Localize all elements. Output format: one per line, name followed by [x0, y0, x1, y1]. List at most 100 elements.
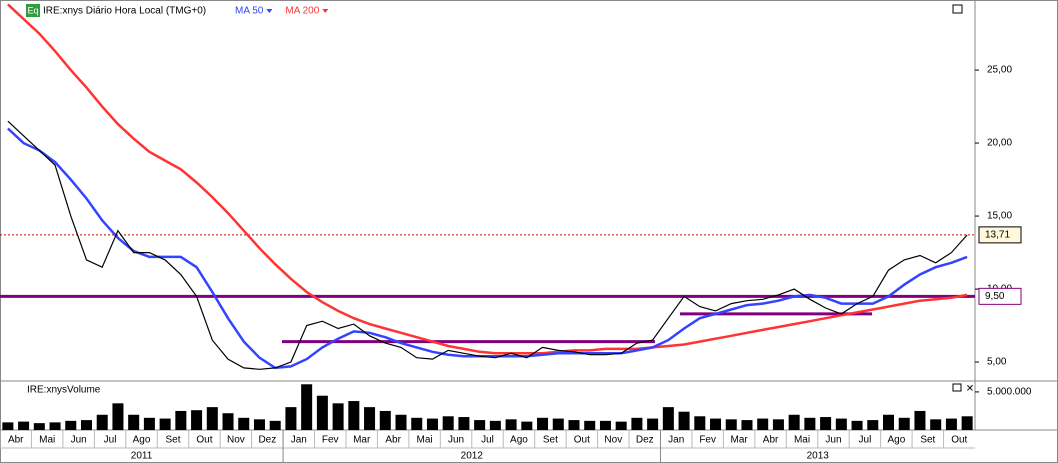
volume-bar: [930, 419, 942, 430]
last-price-label: 13,71: [985, 230, 1010, 241]
x-tick-label: Jun: [71, 435, 87, 446]
volume-bar: [647, 418, 659, 430]
x-tick-label: Mai: [794, 435, 810, 446]
volume-bar: [222, 413, 234, 430]
volume-bar: [788, 414, 800, 430]
volume-bar: [568, 420, 580, 430]
volume-bar: [112, 403, 124, 430]
volume-bar: [206, 407, 218, 430]
volume-bar: [914, 410, 926, 430]
level-label: 9,50: [985, 291, 1005, 302]
x-tick-label: Set: [165, 435, 180, 446]
volume-bar: [505, 419, 517, 430]
volume-bar: [662, 407, 674, 430]
volume-bar: [694, 416, 706, 430]
badge-box: [26, 4, 40, 17]
volume-bar: [521, 421, 533, 430]
volume-bar: [96, 414, 108, 430]
volume-bar: [411, 417, 423, 430]
volume-bar: [238, 417, 250, 430]
level-label-box: [978, 287, 1022, 305]
x-tick-label: Jul: [859, 435, 872, 446]
volume-bar: [898, 417, 910, 430]
legend-arrow: [322, 9, 329, 13]
volume-bar: [835, 418, 847, 430]
badge: Eq: [27, 5, 38, 15]
volume-bar: [552, 418, 564, 430]
volume-bar: [301, 384, 313, 430]
maximize-button[interactable]: [952, 4, 963, 14]
year-label: 2011: [131, 451, 153, 462]
volume-bar: [33, 423, 45, 430]
volume-bar: [426, 418, 438, 430]
series-line: [7, 120, 968, 370]
series-line: [7, 127, 968, 370]
volume-bar: [804, 417, 816, 430]
volume-bar: [678, 411, 690, 430]
volume-bar: [442, 416, 454, 430]
volume-bar: [820, 417, 832, 430]
volume-bar: [741, 420, 753, 430]
x-tick-label: Jan: [668, 435, 684, 446]
x-tick-label: Ago: [510, 435, 528, 446]
x-tick-label: Abr: [385, 435, 401, 446]
x-tick-label: Nov: [604, 435, 622, 446]
volume-bar: [772, 419, 784, 430]
close-button[interactable]: ✕: [966, 384, 974, 395]
year-label: 2013: [807, 451, 830, 462]
volume-bar: [851, 420, 863, 430]
volume-bar: [599, 420, 611, 430]
x-tick-label: Jul: [104, 435, 117, 446]
volume-bar: [65, 420, 77, 430]
volume-bar: [615, 421, 627, 430]
volume-bar: [49, 422, 61, 430]
volume-bar: [128, 414, 140, 430]
x-tick-label: Jun: [448, 435, 464, 446]
volume-bar: [537, 417, 549, 430]
volume-bar: [348, 401, 360, 430]
volume-bar: [710, 418, 722, 430]
legend-entry[interactable]: MA 50: [235, 6, 264, 17]
volume-bar: [584, 420, 596, 430]
volume-bar: [191, 410, 203, 430]
volume-bar: [489, 420, 501, 430]
x-tick-label: Mai: [39, 435, 55, 446]
last-price-box: [978, 226, 1022, 244]
y-tick-label: 25,00: [987, 65, 1012, 76]
x-tick-label: Out: [196, 435, 212, 446]
legend-entry[interactable]: MA 200: [285, 6, 319, 17]
x-tick-label: Nov: [227, 435, 245, 446]
x-tick-label: Out: [574, 435, 590, 446]
volume-bar: [395, 414, 407, 430]
series-line: [7, 3, 968, 355]
x-tick-label: Jan: [291, 435, 307, 446]
volume-bar: [285, 407, 297, 430]
x-tick-label: Dez: [258, 435, 276, 446]
y-tick-label: 5,00: [987, 357, 1007, 368]
volume-bar: [332, 403, 344, 430]
legend-arrow: [266, 9, 273, 13]
x-tick-label: Mar: [730, 435, 748, 446]
x-tick-label: Out: [951, 435, 967, 446]
x-tick-label: Set: [920, 435, 935, 446]
x-tick-label: Fev: [699, 435, 716, 446]
x-tick-label: Mai: [417, 435, 433, 446]
volume-bar: [80, 420, 92, 430]
volume-bar: [631, 417, 643, 430]
maximize-button[interactable]: [952, 383, 962, 392]
volume-bar: [867, 420, 879, 430]
volume-bar: [757, 418, 769, 430]
x-tick-label: Ago: [887, 435, 905, 446]
x-tick-label: Abr: [763, 435, 779, 446]
chart-title[interactable]: IRE:xnys Diário Hora Local (TMG+0): [43, 6, 206, 17]
volume-bar: [143, 417, 155, 430]
volume-bar: [725, 419, 737, 430]
volume-title: IRE:xnysVolume: [27, 385, 101, 396]
y-tick-label: 5.000.000: [987, 387, 1032, 398]
x-tick-label: Set: [543, 435, 558, 446]
x-tick-label: Ago: [133, 435, 151, 446]
y-tick-label: 20,00: [987, 138, 1012, 149]
volume-bar: [474, 420, 486, 430]
